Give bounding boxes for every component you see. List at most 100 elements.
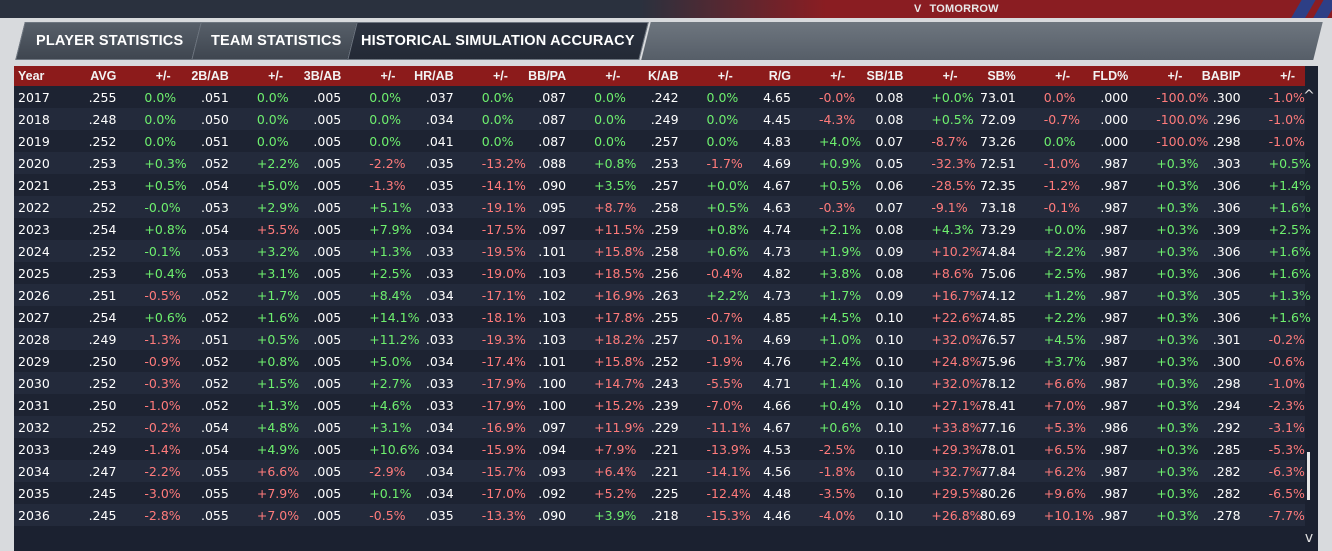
- value-cell: .055: [180, 482, 239, 504]
- diff-cell: +4.9%: [238, 438, 299, 460]
- column-header[interactable]: +/-: [238, 66, 294, 86]
- value-cell: .050: [180, 108, 239, 130]
- value-cell: .097: [517, 218, 577, 240]
- table-row[interactable]: 2028.249 -1.3% .051 +0.5% .005 +11.2% .033 -19.…: [14, 328, 1305, 350]
- diff-cell: +1.3%: [238, 394, 299, 416]
- diff-cell: 0.0%: [688, 108, 743, 130]
- column-header[interactable]: +/-: [1250, 66, 1305, 86]
- value-cell: .005: [293, 86, 352, 108]
- table-row[interactable]: 2033.249 -1.4% .054 +4.9% .005 +10.6% .034 -15.…: [14, 438, 1305, 460]
- column-header[interactable]: SB%: [967, 66, 1026, 86]
- tomorrow-link[interactable]: V TOMORROW: [914, 3, 999, 15]
- column-header[interactable]: R/G: [742, 66, 801, 86]
- diff-cell: +0.8%: [576, 152, 636, 174]
- value-cell: 76.57: [967, 328, 1026, 350]
- column-header[interactable]: +/-: [913, 66, 968, 86]
- value-cell: .987: [1080, 240, 1139, 262]
- column-header[interactable]: Year: [14, 66, 69, 86]
- diff-cell: -0.1%: [688, 328, 743, 350]
- diff-cell: -2.2%: [126, 460, 181, 482]
- column-header[interactable]: +/-: [576, 66, 631, 86]
- value-cell: 4.73: [742, 240, 801, 262]
- value-cell: 0.10: [855, 394, 914, 416]
- scroll-up-icon[interactable]: ^: [1303, 88, 1315, 104]
- table-row[interactable]: 2019.252 0.0% .051 0.0% .005 0.0% .041 0.0% .087…: [14, 130, 1305, 152]
- value-cell: .102: [517, 284, 577, 306]
- value-cell: .054: [180, 218, 239, 240]
- value-cell: .034: [405, 482, 464, 504]
- table-row[interactable]: 2021.253 +0.5% .054 +5.0% .005 -1.3% .035 -14.1…: [14, 174, 1311, 196]
- diff-cell: +5.2%: [576, 482, 636, 504]
- value-cell: 74.12: [967, 284, 1026, 306]
- table-row[interactable]: 2025.253 +0.4% .053 +3.1% .005 +2.5% .033 -19.0…: [14, 262, 1311, 284]
- column-header[interactable]: 3B/AB: [293, 66, 352, 86]
- tab-player-statistics[interactable]: PLAYER STATISTICS: [15, 22, 205, 60]
- value-cell: 0.10: [855, 504, 914, 526]
- value-cell: .300: [1192, 350, 1251, 372]
- scroll-down-icon[interactable]: v: [1304, 530, 1314, 546]
- year-cell: 2025: [14, 262, 69, 284]
- table-row[interactable]: 2027.254 +0.6% .052 +1.6% .005 +14.1% .033 -18.…: [14, 306, 1311, 328]
- value-cell: 72.35: [967, 174, 1026, 196]
- tab-label: TEAM STATISTICS: [210, 33, 342, 49]
- diff-cell: -15.3%: [688, 504, 751, 526]
- tab-team-statistics[interactable]: TEAM STATISTICS: [191, 22, 361, 60]
- column-header[interactable]: +/-: [351, 66, 406, 86]
- table-row[interactable]: 2029.250 -0.9% .052 +0.8% .005 +5.0% .034 -17.4…: [14, 350, 1305, 372]
- diff-cell: +0.5%: [126, 174, 187, 196]
- column-header[interactable]: K/AB: [630, 66, 689, 86]
- value-cell: .052: [180, 394, 239, 416]
- column-header[interactable]: +/-: [800, 66, 856, 86]
- table-row[interactable]: 2026.251 -0.5% .052 +1.7% .005 +8.4% .034 -17.1…: [14, 284, 1311, 306]
- table-row[interactable]: 2035.245 -3.0% .055 +7.9% .005 +0.1% .034 -17.0…: [14, 482, 1305, 504]
- column-header[interactable]: AVG: [68, 66, 127, 86]
- diff-cell: -17.5%: [463, 218, 526, 240]
- value-cell: .005: [293, 284, 352, 306]
- diff-cell: +18.5%: [576, 262, 644, 284]
- diff-cell: -0.1%: [1025, 196, 1080, 218]
- scroll-thumb[interactable]: [1307, 452, 1310, 500]
- value-cell: .094: [517, 438, 577, 460]
- value-cell: .005: [293, 416, 352, 438]
- value-cell: .095: [517, 196, 577, 218]
- column-header[interactable]: +/-: [126, 66, 181, 86]
- diff-cell: -0.3%: [126, 372, 181, 394]
- tab-historical-simulation-accuracy[interactable]: HISTORICAL SIMULATION ACCURACY: [347, 22, 649, 60]
- value-cell: .250: [68, 394, 127, 416]
- diff-cell: -1.9%: [688, 350, 743, 372]
- diff-cell: -1.8%: [800, 460, 855, 482]
- table-row[interactable]: 2023.254 +0.8% .054 +5.5% .005 +7.9% .034 -17.5…: [14, 218, 1311, 240]
- diff-cell: +11.9%: [576, 416, 644, 438]
- year-cell: 2032: [14, 416, 69, 438]
- year-cell: 2021: [14, 174, 69, 196]
- table-row[interactable]: 2032.252 -0.2% .054 +4.8% .005 +3.1% .034 -16.9…: [14, 416, 1305, 438]
- column-header[interactable]: 2B/AB: [180, 66, 239, 86]
- column-header[interactable]: +/-: [463, 66, 518, 86]
- table-row[interactable]: 2030.252 -0.3% .052 +1.5% .005 +2.7% .033 -17.9…: [14, 372, 1305, 394]
- column-header[interactable]: BB/PA: [517, 66, 577, 86]
- value-cell: .309: [1192, 218, 1251, 240]
- value-cell: .253: [68, 174, 127, 196]
- column-header[interactable]: SB/1B: [855, 66, 914, 86]
- diff-cell: +1.3%: [1250, 284, 1311, 306]
- table-row[interactable]: 2018.248 0.0% .050 0.0% .005 0.0% .034 0.0% .087…: [14, 108, 1305, 130]
- table-row[interactable]: 2017.255 0.0% .051 0.0% .005 0.0% .037 0.0% .087…: [14, 86, 1305, 108]
- table-row[interactable]: 2036.245 -2.8% .055 +7.0% .005 -0.5% .035 -13.3…: [14, 504, 1305, 526]
- column-header[interactable]: +/-: [1025, 66, 1080, 86]
- column-header[interactable]: FLD%: [1080, 66, 1139, 86]
- column-header[interactable]: +/-: [1138, 66, 1193, 86]
- table-row[interactable]: 2031.250 -1.0% .052 +1.3% .005 +4.6% .033 -17.9…: [14, 394, 1305, 416]
- diff-cell: +0.3%: [1138, 240, 1198, 262]
- column-header[interactable]: BABIP: [1192, 66, 1251, 86]
- column-header[interactable]: +/-: [688, 66, 743, 86]
- value-cell: 0.10: [855, 460, 914, 482]
- table-row[interactable]: 2024.252 -0.1% .053 +3.2% .005 +1.3% .033 -19.5…: [14, 240, 1311, 262]
- diff-cell: +2.9%: [238, 196, 299, 218]
- table-row[interactable]: 2022.252 -0.0% .053 +2.9% .005 +5.1% .033 -19.1…: [14, 196, 1311, 218]
- column-header[interactable]: HR/AB: [405, 66, 464, 86]
- year-cell: 2028: [14, 328, 69, 350]
- table-row[interactable]: 2020.253 +0.3% .052 +2.2% .005 -2.2% .035 -13.2…: [14, 152, 1311, 174]
- right-edge: [1318, 66, 1332, 551]
- table-row[interactable]: 2034.247 -2.2% .055 +6.6% .005 -2.9% .034 -15.7…: [14, 460, 1305, 482]
- vertical-scrollbar[interactable]: ^ v: [1300, 88, 1318, 546]
